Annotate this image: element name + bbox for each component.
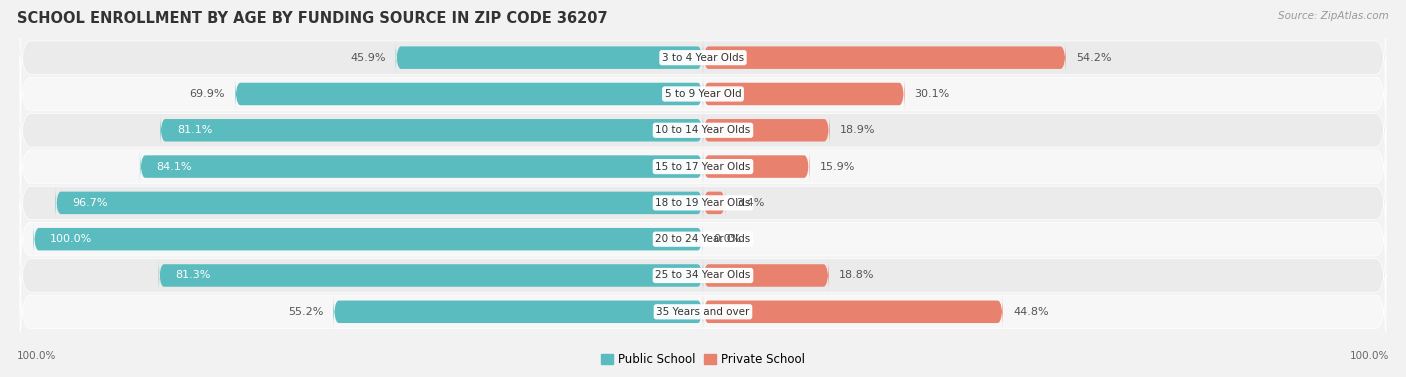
Text: 44.8%: 44.8% xyxy=(1012,307,1049,317)
Text: 81.1%: 81.1% xyxy=(177,125,212,135)
FancyBboxPatch shape xyxy=(235,76,703,112)
FancyBboxPatch shape xyxy=(160,112,703,148)
Text: 20 to 24 Year Olds: 20 to 24 Year Olds xyxy=(655,234,751,244)
FancyBboxPatch shape xyxy=(141,149,703,184)
FancyBboxPatch shape xyxy=(34,221,703,257)
Text: 30.1%: 30.1% xyxy=(914,89,950,99)
FancyBboxPatch shape xyxy=(20,20,1386,95)
FancyBboxPatch shape xyxy=(703,294,1002,329)
Text: 54.2%: 54.2% xyxy=(1076,53,1111,63)
Text: 0.0%: 0.0% xyxy=(713,234,741,244)
Text: 81.3%: 81.3% xyxy=(176,270,211,280)
Text: 3.4%: 3.4% xyxy=(735,198,765,208)
FancyBboxPatch shape xyxy=(20,92,1386,168)
Text: 55.2%: 55.2% xyxy=(288,307,323,317)
Text: 45.9%: 45.9% xyxy=(350,53,385,63)
Text: 15.9%: 15.9% xyxy=(820,162,855,172)
Text: 96.7%: 96.7% xyxy=(72,198,108,208)
FancyBboxPatch shape xyxy=(159,258,703,293)
Text: 35 Years and over: 35 Years and over xyxy=(657,307,749,317)
Text: 15 to 17 Year Olds: 15 to 17 Year Olds xyxy=(655,162,751,172)
FancyBboxPatch shape xyxy=(20,238,1386,313)
Text: 100.0%: 100.0% xyxy=(1350,351,1389,361)
FancyBboxPatch shape xyxy=(395,40,703,75)
Text: 3 to 4 Year Olds: 3 to 4 Year Olds xyxy=(662,53,744,63)
Text: 100.0%: 100.0% xyxy=(51,234,93,244)
Text: 25 to 34 Year Olds: 25 to 34 Year Olds xyxy=(655,270,751,280)
FancyBboxPatch shape xyxy=(20,165,1386,241)
FancyBboxPatch shape xyxy=(703,40,1066,75)
FancyBboxPatch shape xyxy=(703,258,830,293)
FancyBboxPatch shape xyxy=(20,274,1386,349)
FancyBboxPatch shape xyxy=(20,56,1386,132)
Legend: Public School, Private School: Public School, Private School xyxy=(596,349,810,371)
Text: 18 to 19 Year Olds: 18 to 19 Year Olds xyxy=(655,198,751,208)
Text: 18.8%: 18.8% xyxy=(839,270,875,280)
Text: Source: ZipAtlas.com: Source: ZipAtlas.com xyxy=(1278,11,1389,21)
FancyBboxPatch shape xyxy=(703,185,725,221)
Text: SCHOOL ENROLLMENT BY AGE BY FUNDING SOURCE IN ZIP CODE 36207: SCHOOL ENROLLMENT BY AGE BY FUNDING SOUR… xyxy=(17,11,607,26)
FancyBboxPatch shape xyxy=(56,185,703,221)
Text: 100.0%: 100.0% xyxy=(17,351,56,361)
Text: 69.9%: 69.9% xyxy=(190,89,225,99)
FancyBboxPatch shape xyxy=(703,149,810,184)
Text: 5 to 9 Year Old: 5 to 9 Year Old xyxy=(665,89,741,99)
FancyBboxPatch shape xyxy=(703,112,830,148)
Text: 18.9%: 18.9% xyxy=(839,125,875,135)
FancyBboxPatch shape xyxy=(333,294,703,329)
FancyBboxPatch shape xyxy=(20,129,1386,204)
Text: 84.1%: 84.1% xyxy=(156,162,193,172)
Text: 10 to 14 Year Olds: 10 to 14 Year Olds xyxy=(655,125,751,135)
FancyBboxPatch shape xyxy=(20,201,1386,277)
FancyBboxPatch shape xyxy=(703,76,904,112)
